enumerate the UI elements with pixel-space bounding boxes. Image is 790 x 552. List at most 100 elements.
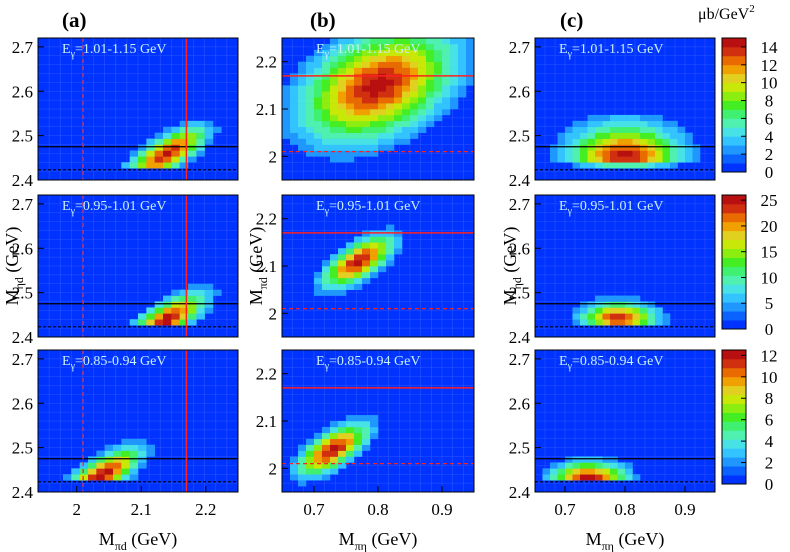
heatmap-cell (290, 85, 299, 92)
heatmap-cell (330, 126, 339, 133)
colorbar-segment (722, 82, 746, 92)
heatmap-cell (617, 474, 626, 481)
heatmap-cell (378, 144, 387, 151)
heatmap-cell (595, 120, 603, 128)
heatmap-cell (362, 415, 371, 422)
heatmap-cell (196, 132, 205, 139)
heatmap-cell (330, 120, 339, 128)
heatmap-cell (138, 144, 147, 151)
heatmap-cell (625, 301, 633, 308)
heatmap-cell (370, 91, 379, 98)
heatmap-cell (171, 138, 180, 145)
heatmap-cell (670, 132, 678, 139)
heatmap-cell (298, 450, 307, 457)
heatmap-cell (314, 109, 323, 116)
heatmap-cell (685, 138, 693, 145)
heatmap-cell (466, 61, 475, 68)
colorbar-segment (722, 38, 746, 48)
colorbar-segment (722, 100, 746, 110)
heatmap-cell (602, 313, 611, 320)
heatmap-cell (595, 138, 603, 145)
heatmap-cell (617, 114, 626, 122)
heatmap-cell (354, 126, 363, 133)
heatmap-cell (394, 67, 403, 74)
heatmap-cell (354, 248, 363, 255)
heatmap-cell (196, 150, 205, 157)
x-tick-label: 2 (72, 500, 81, 519)
heatmap-cell (617, 132, 626, 139)
heatmap-cell (655, 313, 663, 320)
heatmap-cell (402, 79, 411, 86)
heatmap-cell (632, 138, 641, 145)
heatmap-cell (306, 438, 315, 445)
plot-frame (37, 37, 239, 181)
heatmap-cell (354, 114, 363, 122)
heatmap-cell (434, 97, 443, 104)
heatmap-cell (204, 126, 214, 133)
heatmap-cell (314, 450, 323, 457)
heatmap-cell (306, 79, 315, 86)
heatmap-cell (298, 85, 307, 92)
heatmap-cell (640, 150, 648, 157)
colorbar-segment (722, 221, 746, 232)
heatmap-cell (394, 242, 403, 249)
heatmap-cell (466, 43, 475, 51)
heatmap-cell (163, 156, 172, 163)
heatmap-cell (346, 61, 355, 68)
heatmap-cell (298, 126, 307, 133)
heatmap-cell (163, 313, 172, 320)
heatmap-cell (171, 132, 180, 139)
heatmap-cell (298, 144, 307, 151)
heatmap-cell (163, 162, 172, 169)
heatmap-cell (617, 144, 626, 151)
heatmap-cell (378, 43, 387, 51)
heatmap-cell (386, 260, 395, 267)
heatmap-cell (647, 144, 656, 151)
colorbar-row-3: 0 2 4 6 8 10 12 (721, 346, 778, 494)
y-tick-label: 2 (269, 147, 278, 166)
heatmap-cell (179, 162, 189, 169)
heatmap-cell (587, 307, 596, 314)
heatmap-cell (188, 289, 197, 296)
heatmap-cell (146, 150, 155, 157)
heatmap-cell (595, 126, 603, 133)
heatmap-cell (386, 67, 395, 74)
y-tick-label: 2.1 (256, 100, 277, 119)
y-tick-label: 2.7 (509, 350, 531, 369)
heatmap-cell (662, 150, 671, 157)
heatmap-cell (362, 254, 371, 261)
colorbar-segment (722, 385, 746, 396)
heatmap-cell (79, 462, 89, 469)
heatmap-cell (354, 120, 363, 128)
heatmap-cell (346, 260, 355, 267)
colorbar-tick-label: 8 (765, 389, 774, 408)
heatmap-cell (386, 138, 395, 145)
heatmap-cell (96, 456, 105, 463)
y-tick-label: 2.7 (12, 195, 34, 214)
heatmap-cell (346, 156, 355, 163)
heatmap-cell (163, 144, 172, 151)
heatmap-cell (610, 307, 618, 314)
heatmap-cell (322, 450, 331, 457)
heatmap-cell (330, 462, 339, 469)
heatmap-cell (662, 156, 671, 163)
heatmap-cell (655, 144, 663, 151)
heatmap-cell (572, 150, 581, 157)
heatmap-cell (602, 319, 611, 326)
heatmap-cell (426, 120, 435, 128)
heatmap-cell (640, 144, 648, 151)
y-tick-label: 2.6 (509, 82, 530, 101)
heatmap-cell (410, 97, 419, 104)
heatmap-cell (677, 144, 686, 151)
heatmap-cell (370, 103, 379, 110)
heatmap-cell (171, 295, 180, 302)
heatmap-cell (330, 138, 339, 145)
heatmap-cell (346, 138, 355, 145)
heatmap-cell (550, 462, 558, 469)
heatmap-cell (346, 421, 355, 428)
heatmap-cell (580, 301, 588, 308)
heatmap-cell (306, 91, 315, 98)
colorbar-tick-label: 25 (761, 191, 778, 210)
heatmap-cell (450, 61, 459, 68)
